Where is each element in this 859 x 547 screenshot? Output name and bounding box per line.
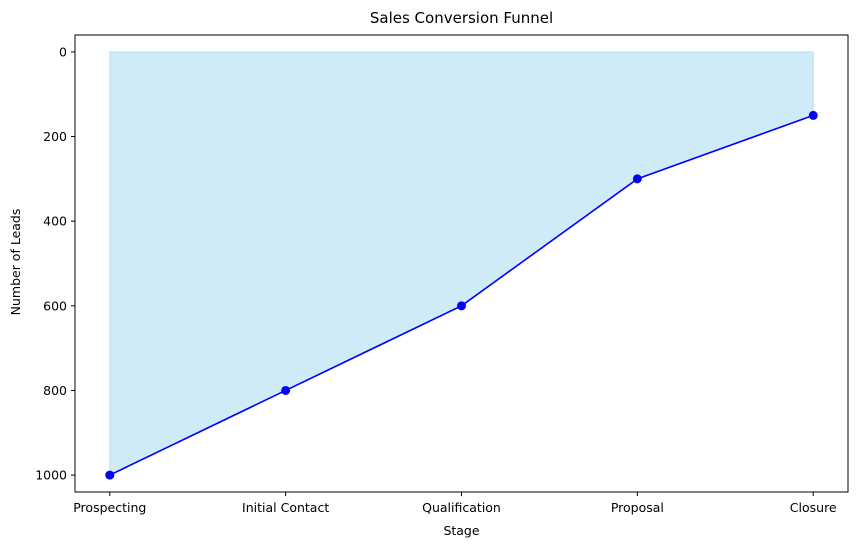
- y-axis-label: Number of Leads: [8, 209, 23, 316]
- y-tick-label: 0: [59, 44, 67, 59]
- x-tick-label: Proposal: [611, 500, 664, 515]
- x-tick-label: Prospecting: [73, 500, 146, 515]
- data-point-3: [632, 174, 642, 184]
- x-tick-label: Qualification: [422, 500, 501, 515]
- data-point-2: [457, 301, 466, 311]
- funnel-area-fill: [109, 51, 814, 476]
- data-point-4: [808, 110, 818, 120]
- y-tick-label: 800: [43, 383, 67, 398]
- data-point-0: [105, 470, 115, 480]
- axes: Prospecting Initial Contact Qualification P…: [35, 44, 837, 515]
- y-tick-label: 600: [43, 298, 67, 313]
- plot-area: [105, 51, 818, 480]
- chart-title: Sales Conversion Funnel: [370, 9, 553, 27]
- x-tick-label: Closure: [790, 500, 837, 515]
- data-point-1: [281, 385, 291, 395]
- y-tick-label: 1000: [35, 468, 67, 483]
- y-tick-label: 400: [43, 214, 67, 229]
- x-axis-label: Stage: [443, 523, 479, 538]
- x-tick-label: Initial Contact: [242, 500, 329, 515]
- y-tick-label: 200: [43, 129, 67, 144]
